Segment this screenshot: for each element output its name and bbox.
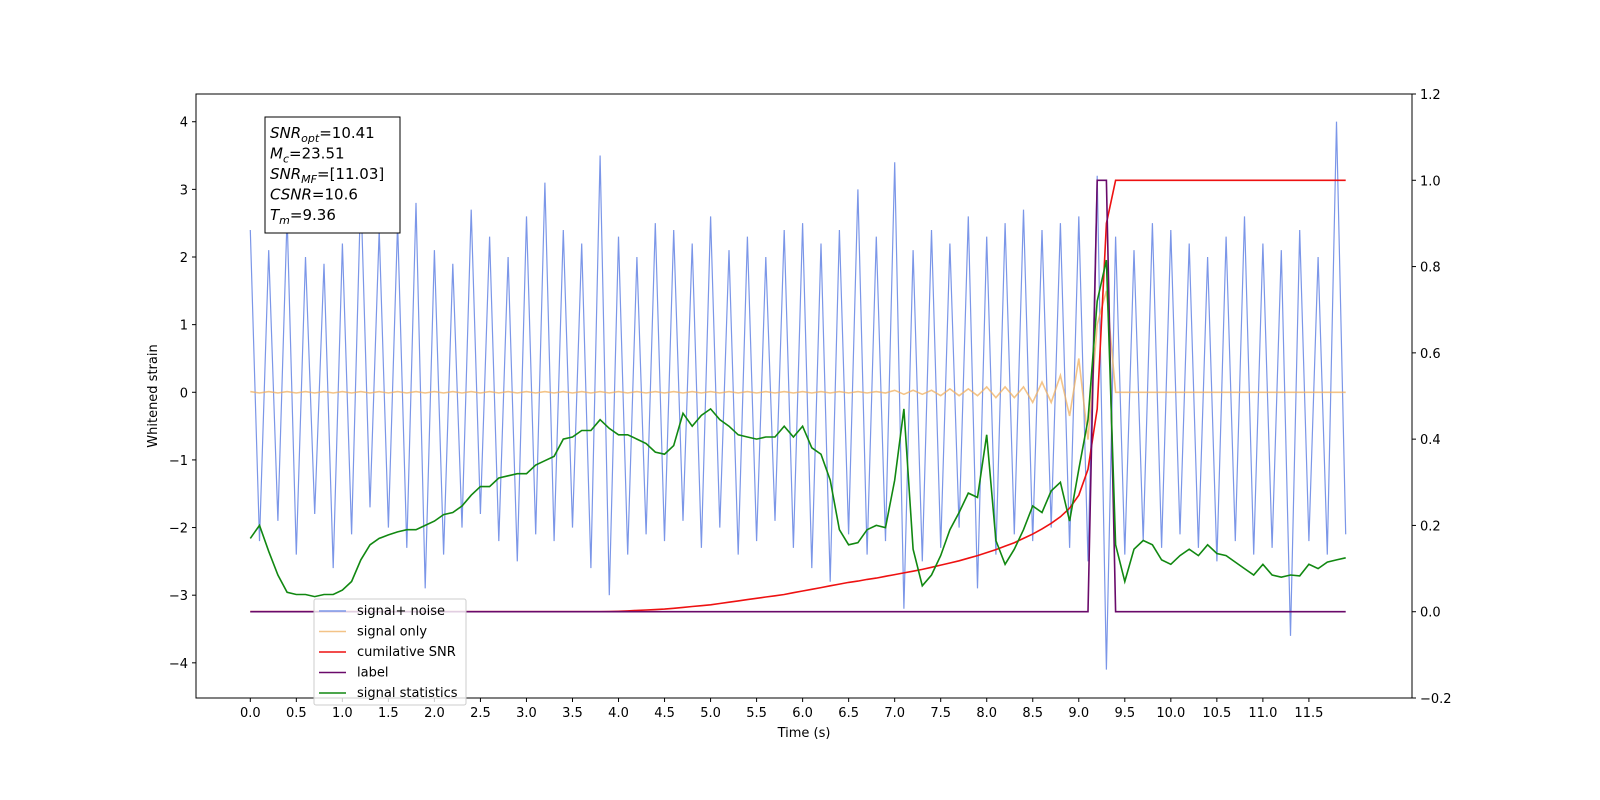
series-line (249, 259, 1346, 598)
x-tick-label: 8.5 (1022, 706, 1043, 721)
annotation-subscript: MF (301, 173, 317, 186)
annotation-value: =10.6 (312, 186, 358, 204)
y2-tick-label: 0.6 (1420, 347, 1441, 362)
x-tick-label: 4.5 (654, 706, 675, 721)
legend-label: signal statistics (357, 686, 458, 701)
x-tick-label: 5.5 (746, 706, 767, 721)
y2-tick-label: 0.8 (1420, 261, 1441, 276)
y2-tick-label: 1.2 (1420, 88, 1441, 103)
y-tick-label: 3 (180, 183, 188, 198)
x-tick-label: 1.5 (378, 706, 399, 721)
x-tick-label: 1.0 (332, 706, 353, 721)
x-tick-label: 0.5 (286, 706, 307, 721)
annotation-line: SNRopt=10.41 (270, 124, 375, 145)
x-tick-label: 10.0 (1156, 706, 1185, 721)
annotation-line: Mc=23.51 (270, 145, 345, 166)
y-axis-label: Whitened strain (146, 344, 161, 447)
legend-label: cumilative SNR (357, 645, 456, 660)
y-tick-label: −1 (169, 454, 188, 469)
y-tick-label: 0 (180, 386, 188, 401)
y2-tick-label: −0.2 (1420, 692, 1452, 707)
annotation-subscript: opt (301, 132, 320, 145)
y2-tick-label: 1.0 (1420, 174, 1441, 189)
annotation-subscript: m (279, 214, 290, 227)
legend-label: label (357, 666, 388, 681)
x-tick-label: 6.5 (838, 706, 859, 721)
x-tick-label: 2.0 (424, 706, 445, 721)
series-line (250, 290, 1346, 440)
x-tick-label: 7.0 (884, 706, 905, 721)
x-tick-label: 9.5 (1114, 706, 1135, 721)
annotation-symbol: M (270, 145, 283, 163)
y-tick-label: −4 (169, 657, 188, 672)
annotation-subscript: c (283, 153, 289, 166)
annotation-value: =23.51 (289, 145, 345, 163)
annotation-line: Tm=9.36 (270, 206, 336, 227)
annotation-symbol: SNR (270, 124, 301, 142)
annotation-symbol: CSNR (270, 186, 312, 204)
annotation-value: =[11.03] (317, 165, 384, 183)
x-tick-label: 7.5 (930, 706, 951, 721)
legend-label: signal only (357, 625, 427, 640)
y-tick-label: −3 (169, 589, 188, 604)
y-tick-label: −2 (169, 522, 188, 537)
annotation-line: CSNR=10.6 (270, 186, 358, 204)
legend-label: signal+ noise (357, 604, 445, 619)
x-tick-label: 11.5 (1294, 706, 1323, 721)
axes-frame (195, 93, 1413, 699)
x-tick-label: 8.0 (976, 706, 997, 721)
x-tick-label: 3.5 (562, 706, 583, 721)
y-tick-label: 2 (180, 251, 188, 266)
x-tick-label: 5.0 (700, 706, 721, 721)
x-tick-label: 6.0 (792, 706, 813, 721)
y2-tick-label: 0.4 (1420, 433, 1441, 448)
x-tick-label: 0.0 (240, 706, 261, 721)
annotation-line: SNRMF=[11.03] (270, 165, 384, 186)
x-tick-label: 10.5 (1202, 706, 1231, 721)
y2-tick-label: 0.2 (1420, 519, 1441, 534)
y-tick-label: 1 (180, 319, 188, 334)
annotation-symbol: T (270, 206, 281, 224)
annotation-box (264, 116, 401, 234)
x-axis-label: Time (s) (777, 726, 831, 741)
annotation-value: =10.41 (319, 124, 375, 142)
series-line (249, 121, 1347, 670)
x-tick-label: 2.5 (470, 706, 491, 721)
annotation-value: =9.36 (290, 206, 336, 224)
annotation-symbol: SNR (270, 165, 301, 183)
x-tick-label: 9.0 (1068, 706, 1089, 721)
legend-box (313, 598, 467, 706)
y-tick-label: 4 (180, 116, 188, 131)
x-tick-label: 11.0 (1248, 706, 1277, 721)
x-tick-label: 3.0 (516, 706, 537, 721)
y2-tick-label: 0.0 (1420, 606, 1441, 621)
x-tick-label: 4.0 (608, 706, 629, 721)
